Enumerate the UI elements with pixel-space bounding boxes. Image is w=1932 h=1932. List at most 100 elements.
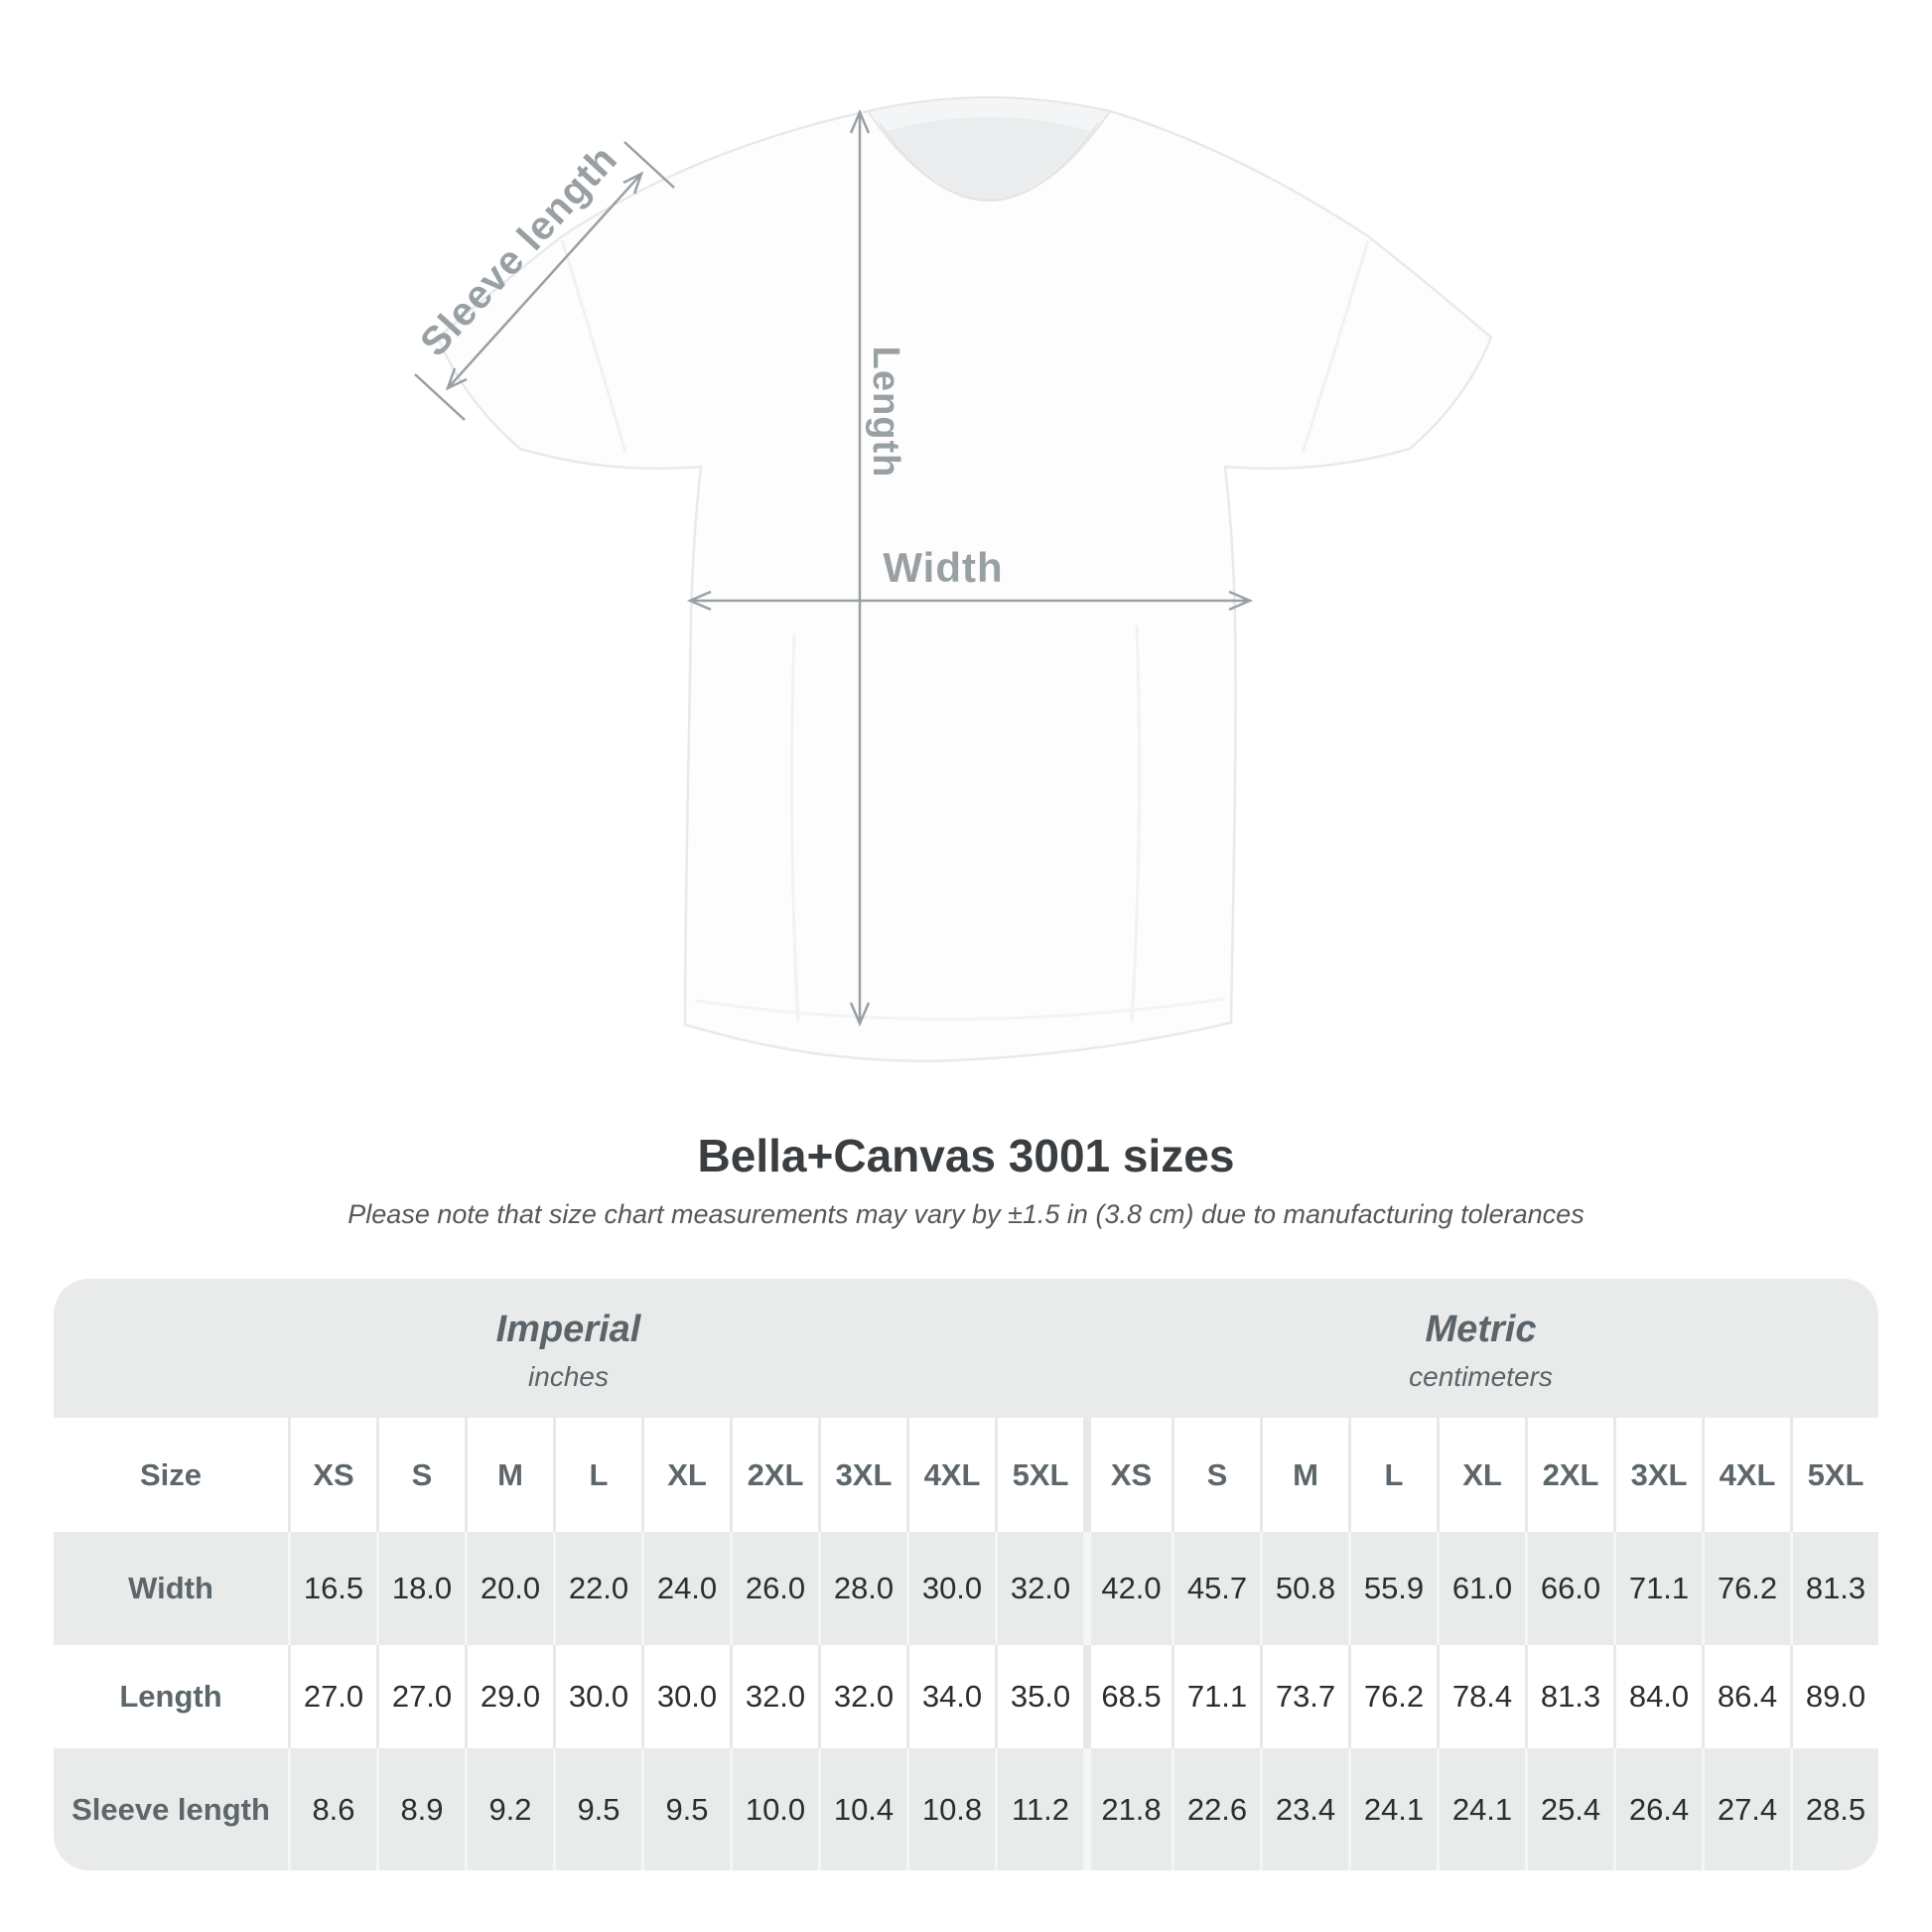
length-arrow bbox=[849, 108, 871, 1028]
cell-length-imperial-2xl: 32.0 bbox=[730, 1645, 818, 1748]
size-col-header-imperial-3xl: 3XL bbox=[818, 1418, 906, 1532]
cell-width-imperial-4xl: 30.0 bbox=[906, 1532, 995, 1645]
cell-sleeve-length-imperial-m: 9.2 bbox=[465, 1748, 553, 1870]
length-label: Length bbox=[865, 346, 906, 479]
width-row-label: Width bbox=[54, 1532, 288, 1645]
cell-sleeve-length-metric-2xl: 25.4 bbox=[1525, 1748, 1613, 1870]
cell-length-imperial-3xl: 32.0 bbox=[818, 1645, 906, 1748]
cell-length-metric-2xl: 81.3 bbox=[1525, 1645, 1613, 1748]
page-subtitle: Please note that size chart measurements… bbox=[347, 1199, 1585, 1229]
cell-width-metric-m: 50.8 bbox=[1260, 1532, 1348, 1645]
width-row: Width 16.5 18.0 20.0 22.0 24.0 26.0 28.0 30.0 32… bbox=[54, 1532, 1878, 1645]
sleeve-seam-right bbox=[1301, 239, 1370, 454]
page-title: Bella+Canvas 3001 sizes bbox=[697, 1130, 1235, 1181]
tshirt-illustration bbox=[436, 96, 1493, 1062]
size-col-header-metric-4xl: 4XL bbox=[1702, 1418, 1790, 1532]
cell-width-imperial-5xl: 32.0 bbox=[995, 1532, 1083, 1645]
size-header-cell: Size bbox=[139, 1456, 203, 1492]
cell-sleeve-length-metric-5xl: 28.5 bbox=[1790, 1748, 1878, 1870]
cell-sleeve-length-metric-m: 23.4 bbox=[1260, 1748, 1348, 1870]
cell-length-imperial-l: 30.0 bbox=[553, 1645, 641, 1748]
size-col-header-imperial-s: S bbox=[376, 1418, 465, 1532]
cell-length-metric-xs: 68.5 bbox=[1083, 1645, 1172, 1748]
cell-length-metric-m: 73.7 bbox=[1260, 1645, 1348, 1748]
size-col-header-imperial-xl: XL bbox=[641, 1418, 730, 1532]
sleeve-seam-left bbox=[560, 239, 627, 454]
cell-sleeve-length-imperial-xs: 8.6 bbox=[288, 1748, 376, 1870]
cell-length-metric-4xl: 86.4 bbox=[1702, 1645, 1790, 1748]
shirt-diagram: Sleeve length Length Width bbox=[412, 96, 1493, 1062]
cell-sleeve-length-imperial-2xl: 10.0 bbox=[730, 1748, 818, 1870]
hem-stitch-line bbox=[694, 997, 1226, 1021]
cell-width-imperial-xs: 16.5 bbox=[288, 1532, 376, 1645]
size-table: Imperial inches Metric centimeters Size … bbox=[54, 1279, 1878, 1870]
size-col-header-metric-xs: XS bbox=[1083, 1418, 1172, 1532]
size-col-header-imperial-m: M bbox=[465, 1418, 553, 1532]
imperial-header: Imperial inches bbox=[54, 1279, 1083, 1418]
size-col-header-imperial-l: L bbox=[553, 1418, 641, 1532]
cell-width-imperial-m: 20.0 bbox=[465, 1532, 553, 1645]
cell-sleeve-length-metric-xs: 21.8 bbox=[1083, 1748, 1172, 1870]
length-row-label: Length bbox=[119, 1679, 222, 1714]
cell-width-metric-5xl: 81.3 bbox=[1790, 1532, 1878, 1645]
size-col-header-imperial-xs: XS bbox=[288, 1418, 376, 1532]
fold-line bbox=[1130, 624, 1141, 1024]
collar-seam bbox=[879, 122, 1099, 202]
size-col-header-imperial-5xl: 5XL bbox=[995, 1418, 1083, 1532]
size-col-header-imperial-4xl: 4XL bbox=[906, 1418, 995, 1532]
cell-sleeve-length-metric-s: 22.6 bbox=[1172, 1748, 1260, 1870]
cell-sleeve-length-imperial-s: 8.9 bbox=[376, 1748, 465, 1870]
cell-width-imperial-3xl: 28.0 bbox=[818, 1532, 906, 1645]
cell-length-imperial-xl: 30.0 bbox=[641, 1645, 730, 1748]
size-header-row: Size XS S M L XL 2XL 3XL 4XL 5XL XS S M L XL 2XL 3XL 4XL… bbox=[54, 1418, 1878, 1532]
sleeve-length-row: Sleeve length 8.6 8.9 9.2 9.5 9.5 10.0 10.4 10.… bbox=[54, 1748, 1878, 1870]
table-units-header: Imperial inches Metric centimeters bbox=[54, 1279, 1878, 1418]
cell-sleeve-length-imperial-3xl: 10.4 bbox=[818, 1748, 906, 1870]
sleeve-length-arrow bbox=[414, 141, 675, 421]
cell-length-imperial-5xl: 35.0 bbox=[995, 1645, 1083, 1748]
cell-sleeve-length-imperial-xl: 9.5 bbox=[641, 1748, 730, 1870]
cell-sleeve-length-metric-l: 24.1 bbox=[1348, 1748, 1437, 1870]
size-col-header-metric-3xl: 3XL bbox=[1613, 1418, 1702, 1532]
cell-width-metric-s: 45.7 bbox=[1172, 1532, 1260, 1645]
cell-width-metric-xl: 61.0 bbox=[1437, 1532, 1525, 1645]
size-col-header-metric-s: S bbox=[1172, 1418, 1260, 1532]
tshirt-body bbox=[436, 96, 1493, 1062]
size-col-header-metric-5xl: 5XL bbox=[1790, 1418, 1878, 1532]
metric-header: Metric centimeters bbox=[1083, 1279, 1878, 1418]
cell-sleeve-length-imperial-5xl: 11.2 bbox=[995, 1748, 1083, 1870]
cell-width-metric-l: 55.9 bbox=[1348, 1532, 1437, 1645]
size-col-header-metric-m: M bbox=[1260, 1418, 1348, 1532]
size-col-header-metric-2xl: 2XL bbox=[1525, 1418, 1613, 1532]
width-arrow bbox=[686, 590, 1254, 612]
size-col-header-metric-l: L bbox=[1348, 1418, 1437, 1532]
cell-width-imperial-s: 18.0 bbox=[376, 1532, 465, 1645]
width-label: Width bbox=[883, 544, 1003, 591]
cell-width-metric-3xl: 71.1 bbox=[1613, 1532, 1702, 1645]
cell-width-imperial-2xl: 26.0 bbox=[730, 1532, 818, 1645]
size-col-header-metric-xl: XL bbox=[1437, 1418, 1525, 1532]
collar-opening bbox=[888, 117, 1090, 199]
cell-length-metric-3xl: 84.0 bbox=[1613, 1645, 1702, 1748]
cell-length-imperial-xs: 27.0 bbox=[288, 1645, 376, 1748]
cell-width-metric-2xl: 66.0 bbox=[1525, 1532, 1613, 1645]
imperial-header-unit: inches bbox=[528, 1360, 609, 1392]
cell-width-imperial-xl: 24.0 bbox=[641, 1532, 730, 1645]
sleeve-length-row-label: Sleeve length bbox=[54, 1748, 288, 1870]
cell-width-metric-xs: 42.0 bbox=[1083, 1532, 1172, 1645]
length-row: Length 27.0 27.0 29.0 30.0 30.0 32.0 32.0 34.0 3… bbox=[54, 1645, 1878, 1748]
size-col-header-imperial-2xl: 2XL bbox=[730, 1418, 818, 1532]
metric-header-label: Metric bbox=[1425, 1308, 1537, 1350]
cell-length-metric-5xl: 89.0 bbox=[1790, 1645, 1878, 1748]
cell-length-metric-l: 76.2 bbox=[1348, 1645, 1437, 1748]
cell-width-metric-4xl: 76.2 bbox=[1702, 1532, 1790, 1645]
cell-length-imperial-4xl: 34.0 bbox=[906, 1645, 995, 1748]
fold-line bbox=[789, 634, 800, 1024]
cell-length-imperial-m: 29.0 bbox=[465, 1645, 553, 1748]
cell-length-metric-xl: 78.4 bbox=[1437, 1645, 1525, 1748]
title-block: Bella+Canvas 3001 sizes Please note that… bbox=[0, 1112, 1932, 1231]
cell-sleeve-length-metric-xl: 24.1 bbox=[1437, 1748, 1525, 1870]
cell-sleeve-length-imperial-l: 9.5 bbox=[553, 1748, 641, 1870]
metric-header-unit: centimeters bbox=[1409, 1360, 1553, 1392]
